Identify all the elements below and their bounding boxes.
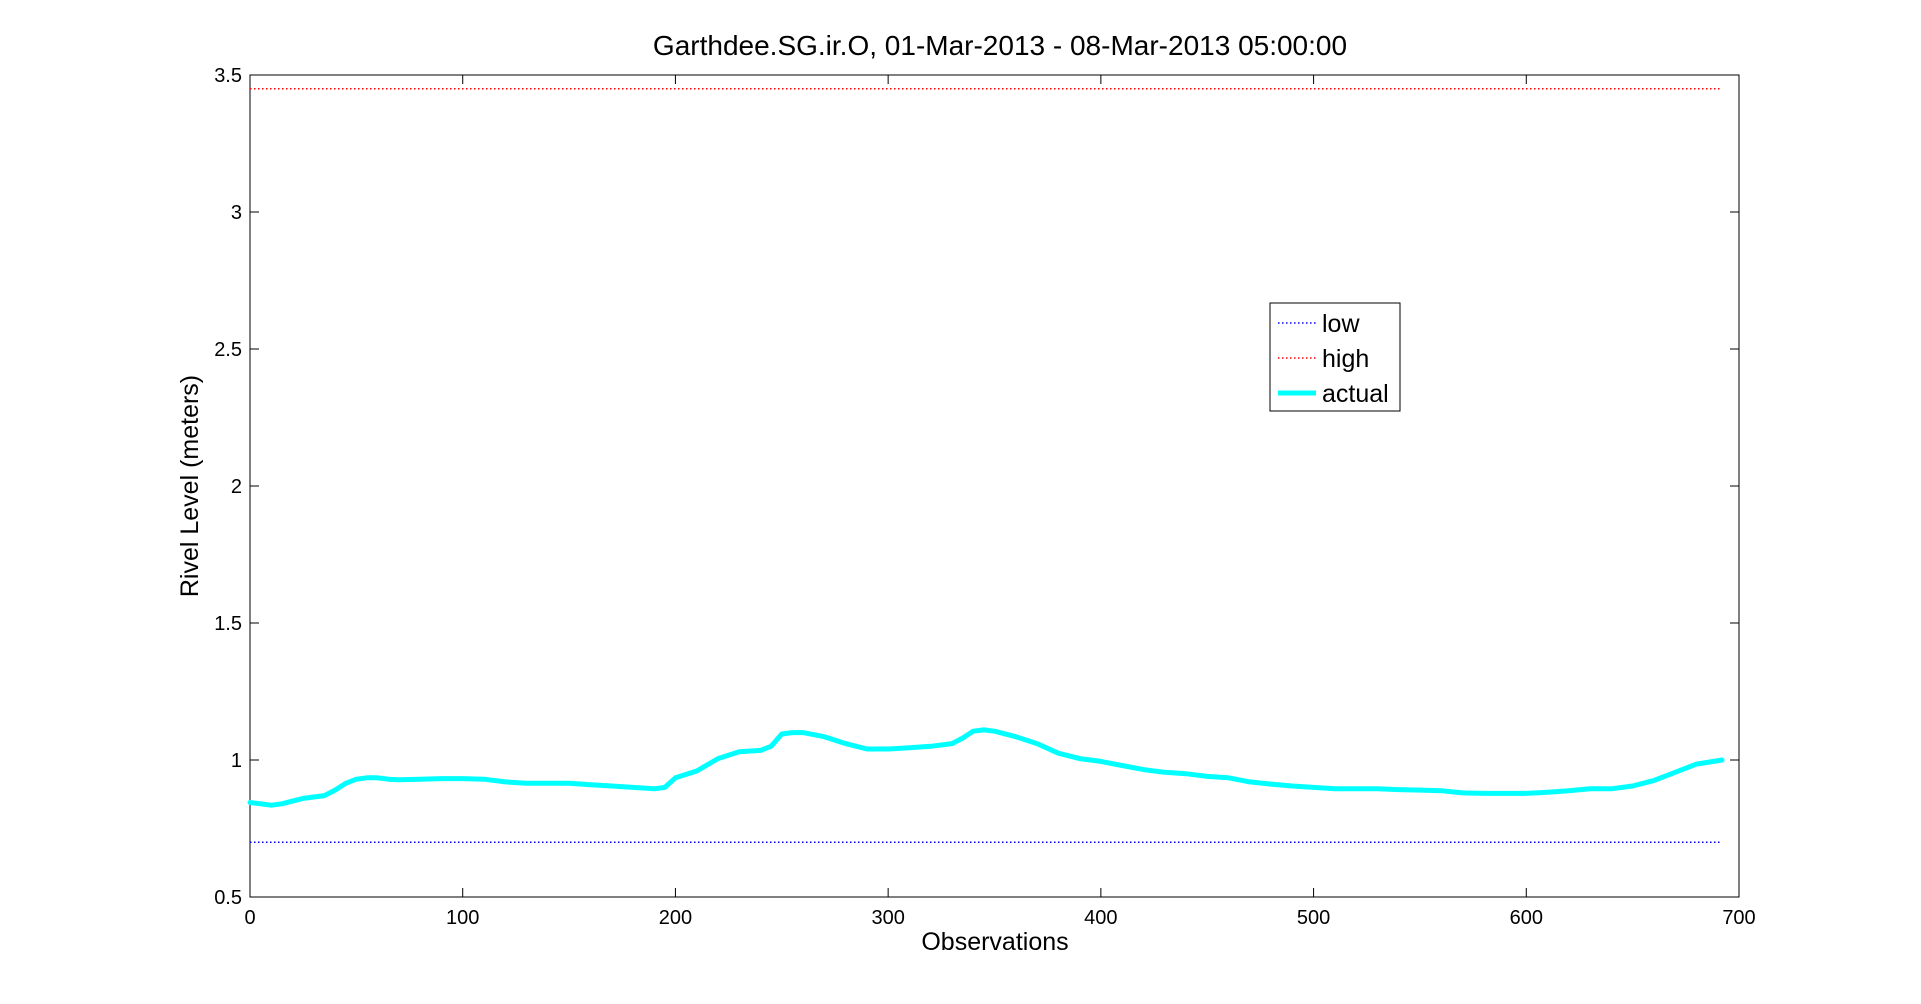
legend: low high actual <box>1269 302 1401 412</box>
x-tick-label: 400 <box>1084 907 1117 929</box>
chart-title: Garthdee.SG.ir.O, 01-Mar-2013 - 08-Mar-2… <box>653 30 1347 61</box>
legend-label-low: low <box>1322 310 1360 338</box>
y-tick-label: 1 <box>231 750 242 772</box>
y-tick-label: 0.5 <box>214 887 242 909</box>
y-tick-label: 3.5 <box>214 65 242 87</box>
x-tick-label: 500 <box>1297 907 1330 929</box>
x-axis-tick-labels: 0 100 200 300 400 500 600 700 <box>244 907 1755 929</box>
y-axis-tick-labels: 0.5 1 1.5 2 2.5 3 3.5 <box>214 65 242 909</box>
y-axis-label: Rivel Level (meters) <box>176 375 204 597</box>
series-layer <box>247 87 1725 843</box>
x-axis-label: Observations <box>921 928 1068 956</box>
x-tick-label: 100 <box>446 907 479 929</box>
plot-area <box>249 74 1740 898</box>
x-tick-label: 300 <box>871 907 904 929</box>
x-tick-label: 200 <box>659 907 692 929</box>
x-tick-label: 600 <box>1510 907 1543 929</box>
y-tick-label: 2.5 <box>214 339 242 361</box>
y-tick-label: 3 <box>231 202 242 224</box>
x-tick-label: 700 <box>1722 907 1755 929</box>
legend-label-actual: actual <box>1322 380 1389 408</box>
legend-label-high: high <box>1322 345 1369 373</box>
x-tick-label: 0 <box>244 907 255 929</box>
y-tick-label: 2 <box>231 476 242 498</box>
y-axis-ticks <box>250 74 1739 898</box>
x-axis-ticks <box>249 75 1740 897</box>
y-tick-label: 1.5 <box>214 613 242 635</box>
series-line-actual <box>247 727 1725 808</box>
